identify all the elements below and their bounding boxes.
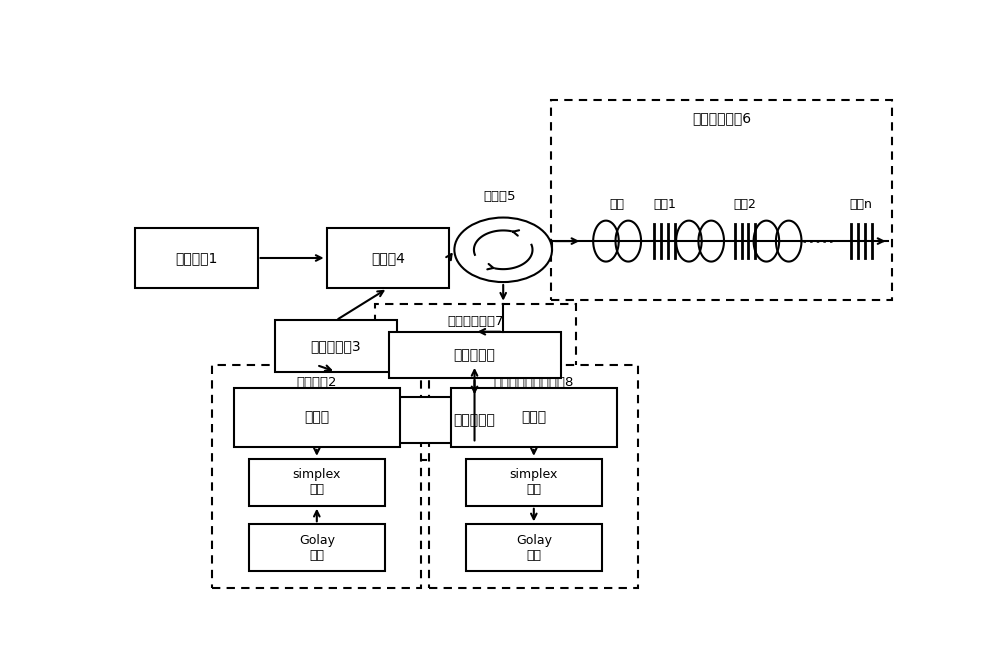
Bar <box>429 365 638 588</box>
Bar <box>388 332 561 378</box>
Bar <box>450 388 617 447</box>
Text: 激光光源1: 激光光源1 <box>175 251 217 265</box>
Text: 传感探测单元6: 传感探测单元6 <box>692 112 751 126</box>
Text: 光栅2: 光栅2 <box>734 198 756 211</box>
Text: Golay
编码: Golay 编码 <box>299 534 335 562</box>
Text: 调制器4: 调制器4 <box>371 251 405 265</box>
Bar <box>388 397 561 444</box>
Text: 波形发生器3: 波形发生器3 <box>310 339 361 353</box>
Text: 环形器5: 环形器5 <box>483 190 516 203</box>
Text: 计算机: 计算机 <box>521 410 546 424</box>
Bar <box>249 459 385 506</box>
Bar <box>275 321 397 372</box>
Bar <box>249 524 385 571</box>
Bar <box>375 303 576 460</box>
Bar <box>466 459 602 506</box>
Bar <box>551 100 892 300</box>
Text: Golay
解码: Golay 解码 <box>516 534 552 562</box>
Bar <box>326 228 449 288</box>
Text: 光纤: 光纤 <box>610 198 625 211</box>
Text: 编码单元2: 编码单元2 <box>296 376 337 389</box>
Text: 信号接收单元7: 信号接收单元7 <box>447 315 504 328</box>
Text: 光电探测器: 光电探测器 <box>454 348 495 362</box>
Circle shape <box>454 217 552 282</box>
Bar <box>212 365 421 588</box>
Text: 解码与数据处理单元8: 解码与数据处理单元8 <box>493 376 574 389</box>
Bar <box>234 388 400 447</box>
Text: simplex
编码: simplex 编码 <box>293 468 341 496</box>
Bar <box>135 228 258 288</box>
Text: 计算机: 计算机 <box>304 410 329 424</box>
Text: simplex
解码: simplex 解码 <box>510 468 558 496</box>
Text: 光栅1: 光栅1 <box>653 198 676 211</box>
Text: 模数转换器: 模数转换器 <box>454 414 495 428</box>
Text: 光栅n: 光栅n <box>850 198 873 211</box>
Bar <box>466 524 602 571</box>
